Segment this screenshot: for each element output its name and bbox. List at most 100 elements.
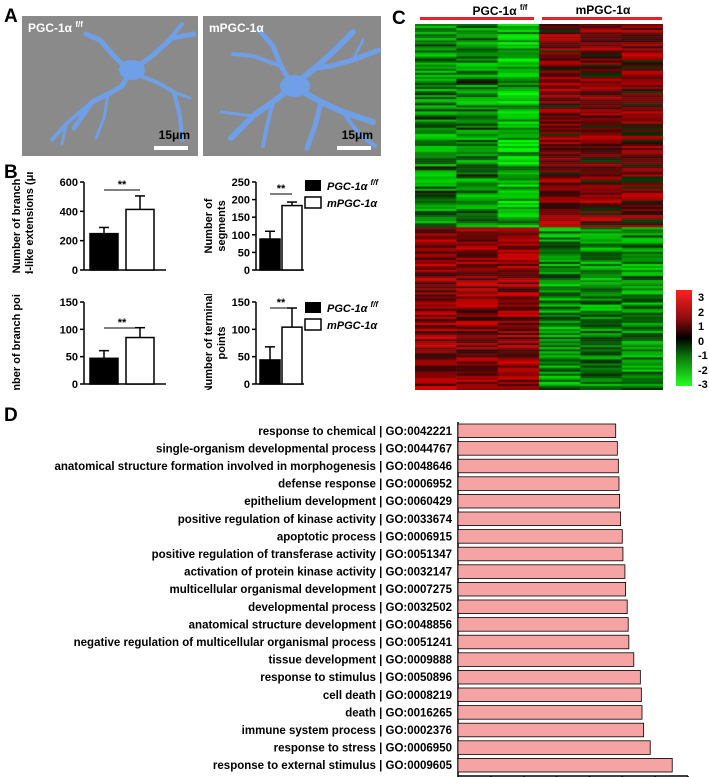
go-term-label: epithelium development | GO:0060429 — [244, 496, 452, 508]
heatmap-group-mutant: mPGC-1α — [575, 3, 631, 17]
panel-letter-a: A — [4, 6, 18, 27]
scale-tick-label: -2 — [698, 364, 708, 377]
y-axis-label: segments — [216, 200, 228, 251]
go-bar — [457, 599, 628, 615]
y-tick-label: 100 — [232, 324, 250, 336]
go-term-label: apoptotic process | GO:0006915 — [277, 531, 453, 543]
scale-tick-label: -1 — [698, 350, 708, 362]
neuron-render-mutant — [219, 27, 381, 151]
legend-label-mutant: mPGC-1α — [327, 198, 378, 210]
go-term-label: death | GO:0016265 — [345, 707, 452, 719]
go-bar — [457, 687, 642, 703]
bar-chart-segments: Number of segments 0 50 100 150 200 250 ** — [203, 177, 304, 274]
heatmap-group-bar-mutant — [542, 17, 662, 20]
scale-tick-label: -3 — [698, 379, 708, 391]
bar — [259, 359, 281, 385]
go-term-label: cell death | GO:0008219 — [323, 690, 452, 702]
go-term-label: positive regulation of kinase activity |… — [178, 514, 453, 526]
y-axis-label: Number of branch points — [11, 294, 23, 390]
go-term-label: tissue development | GO:0009888 — [269, 655, 453, 667]
bar — [125, 208, 155, 271]
go-bar — [457, 669, 641, 685]
y-tick-label: 50 — [66, 352, 78, 364]
y-axis-label: Number of branch — [11, 178, 23, 273]
go-bar — [457, 564, 626, 579]
go-term-label: anatomical structure development | GO:00… — [189, 619, 452, 631]
y-axis-label: points — [216, 327, 228, 360]
y-tick-label: 0 — [244, 379, 250, 390]
y-tick-label: 50 — [238, 352, 250, 364]
scale-bar-control — [154, 146, 188, 150]
y-tick-label: 0 — [72, 265, 78, 274]
y-tick-label: 200 — [60, 236, 78, 248]
heatmap-color-scale — [676, 290, 692, 386]
significance-label: ** — [118, 179, 127, 191]
y-tick-label: 150 — [60, 297, 78, 309]
legend-swatch-control — [305, 302, 321, 313]
bar — [259, 238, 281, 271]
go-term-label: response to stress | GO:0006950 — [274, 743, 452, 755]
go-bar — [457, 458, 619, 474]
significance-label: ** — [118, 317, 127, 329]
micrograph-mutant: mPGC-1α 15μm — [203, 16, 381, 156]
heatmap-group-control: PGC-1α f/f — [472, 3, 528, 18]
go-term-label: negative regulation of multicellular org… — [74, 637, 453, 649]
go-bar — [457, 722, 645, 738]
go-term-label: positive regulation of transferase activ… — [152, 549, 452, 561]
bar-chart-extensions: Number of branch bud-like extensions (μm)… — [11, 172, 166, 274]
y-tick-label: 600 — [60, 177, 78, 189]
legend-swatch-control — [305, 180, 321, 191]
go-term-label: single-organism developmental process | … — [156, 443, 452, 455]
y-axis-label: bud-like extensions (μm) — [24, 172, 36, 274]
heatmap — [415, 24, 663, 390]
go-bar — [457, 494, 621, 509]
go-bar — [457, 546, 624, 562]
y-tick-label: 50 — [238, 247, 250, 259]
go-term-label: anatomical structure formation involved … — [54, 461, 452, 473]
micrograph-label-control: PGC-1α f/f — [28, 20, 83, 35]
y-tick-label: 250 — [232, 177, 250, 189]
go-bar — [457, 529, 623, 544]
micrograph-control: PGC-1α f/f 15μm — [22, 16, 198, 156]
bar — [89, 232, 119, 271]
bar — [281, 204, 303, 271]
go-bar — [457, 441, 618, 456]
neuron-render-control — [50, 22, 197, 146]
go-term-label: developmental process | GO:0032502 — [248, 602, 452, 614]
go-bar — [457, 705, 643, 720]
legend-swatch-mutant — [304, 318, 322, 331]
scale-bar-mutant — [337, 146, 371, 150]
legend-label-control: PGC-1α f/f — [327, 178, 379, 193]
go-term-label: defense response | GO:0006952 — [278, 479, 452, 491]
scale-bar-label-control: 15μm — [158, 128, 190, 142]
y-tick-label: 150 — [232, 297, 250, 309]
go-term-label: immune system process | GO:0002376 — [242, 725, 452, 737]
panel-letter-b: B — [4, 162, 18, 183]
go-bar — [457, 652, 635, 667]
bar — [89, 357, 119, 385]
go-term-label: multicellular organismal development | G… — [169, 584, 452, 596]
bar-chart-terminal-points: Number of terminal points 0 50 100 150 ** — [203, 294, 304, 390]
y-tick-label: 100 — [232, 230, 250, 242]
bar — [125, 336, 155, 385]
go-bar — [457, 617, 629, 632]
y-tick-label: 0 — [72, 379, 78, 390]
go-bar — [457, 423, 617, 439]
go-term-label: response to stimulus | GO:0050896 — [260, 672, 452, 684]
go-bar — [457, 757, 673, 773]
significance-label: ** — [277, 183, 286, 195]
heatmap-group-bar-control — [420, 17, 534, 20]
scale-tick-label: 3 — [698, 292, 705, 304]
y-axis-label: Number of — [203, 198, 215, 253]
scale-tick-label: 0 — [698, 335, 705, 348]
y-tick-label: 100 — [60, 324, 78, 336]
significance-label: ** — [277, 297, 286, 309]
go-bar — [457, 740, 651, 755]
legend-label-control: PGC-1α f/f — [327, 300, 379, 315]
scale-tick-label: 2 — [698, 306, 705, 319]
go-term-label: response to external stimulus | GO:00096… — [213, 760, 453, 772]
bar — [281, 326, 303, 385]
panel-letter-c: C — [392, 8, 406, 29]
go-bar — [457, 476, 620, 491]
go-bar — [457, 511, 622, 527]
